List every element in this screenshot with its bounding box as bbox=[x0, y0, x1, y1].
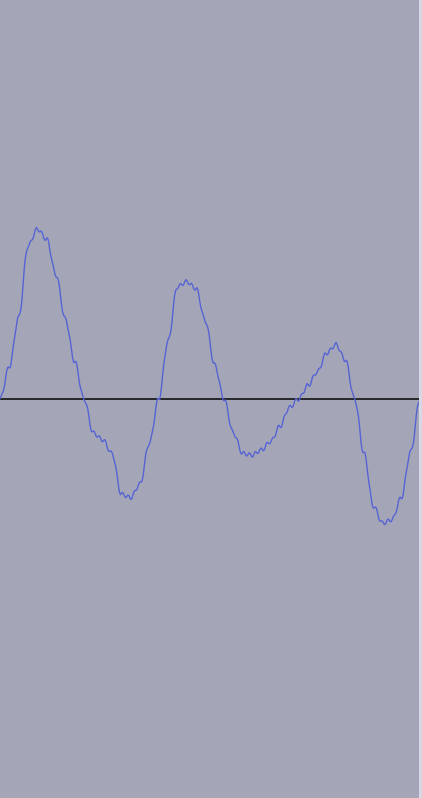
waveform-line bbox=[0, 226, 421, 526]
track-right-border bbox=[419, 0, 422, 798]
